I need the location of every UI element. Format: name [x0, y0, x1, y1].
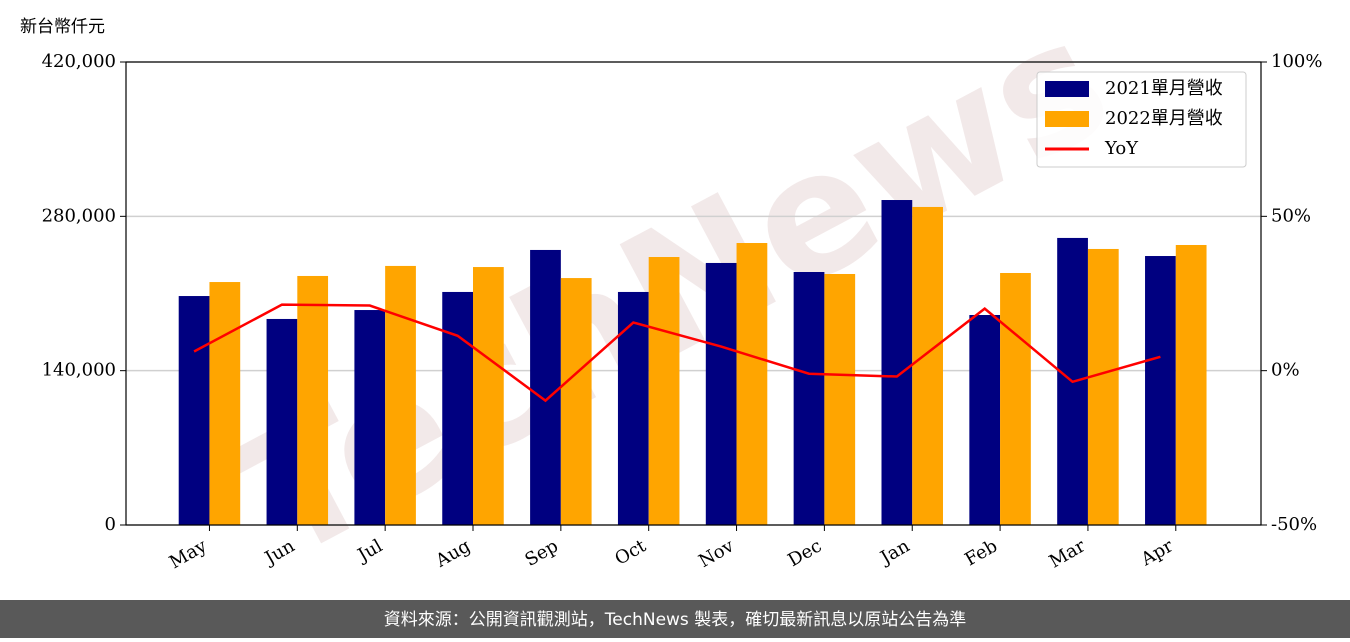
- bar: [1000, 272, 1031, 525]
- bar: [824, 273, 856, 525]
- y-axis-label: 新台幣仟元: [20, 17, 105, 37]
- bar: [912, 206, 943, 526]
- bar: [266, 318, 298, 525]
- bar: [969, 314, 1001, 525]
- bar: [617, 291, 649, 525]
- bar: [178, 296, 210, 525]
- y-tick-label: 140,000: [42, 360, 116, 381]
- x-tick-label: Jan: [875, 535, 913, 569]
- bar: [354, 310, 386, 525]
- bar: [736, 243, 768, 525]
- x-tick-label: Feb: [961, 535, 1001, 570]
- plot-frame: [125, 61, 1262, 526]
- bar: [1145, 256, 1176, 525]
- y2-tick-label: -50%: [1271, 514, 1317, 535]
- bar: [881, 200, 913, 525]
- bar: [473, 267, 504, 525]
- bar: [385, 265, 416, 525]
- x-tick-label: Aug: [431, 535, 474, 572]
- legend-swatch: [1045, 81, 1089, 97]
- line: [193, 303, 1161, 403]
- x-tick-label: Apr: [1137, 535, 1177, 570]
- x-tick-label: Mar: [1046, 535, 1090, 572]
- bar: [648, 257, 680, 525]
- y2-tick-label: 50%: [1271, 205, 1311, 226]
- bar: [705, 262, 737, 525]
- bar: [793, 272, 825, 525]
- legend-box: [1036, 71, 1247, 168]
- bar: [560, 278, 592, 525]
- y-tick-label: 0: [105, 514, 116, 535]
- legend-label: 2022單月營收: [1105, 108, 1223, 129]
- legend-label: YoY: [1104, 138, 1139, 159]
- footer-bar: [0, 600, 1350, 638]
- bar: [530, 249, 561, 526]
- y-tick-label: 420,000: [42, 51, 116, 72]
- bar: [209, 282, 241, 525]
- x-tick-label: Dec: [784, 535, 825, 571]
- y2-tick-label: 0%: [1271, 360, 1300, 381]
- footer: 資料來源：公開資訊觀測站，TechNews 製表，確切最新訊息以原站公告為準: [384, 610, 966, 630]
- bar: [1087, 248, 1119, 525]
- legend-label: 2021單月營收: [1105, 78, 1223, 99]
- bar: [442, 291, 474, 525]
- y-tick-label: 280,000: [42, 205, 116, 226]
- bar: [1175, 244, 1207, 525]
- y2-tick-label: 100%: [1271, 51, 1322, 72]
- legend-swatch: [1045, 111, 1089, 127]
- bar: [297, 275, 329, 525]
- x-tick-label: Nov: [695, 535, 738, 572]
- x-tick-label: May: [166, 535, 211, 573]
- x-tick-label: Oct: [611, 535, 650, 570]
- x-tick-label: Sep: [521, 535, 561, 570]
